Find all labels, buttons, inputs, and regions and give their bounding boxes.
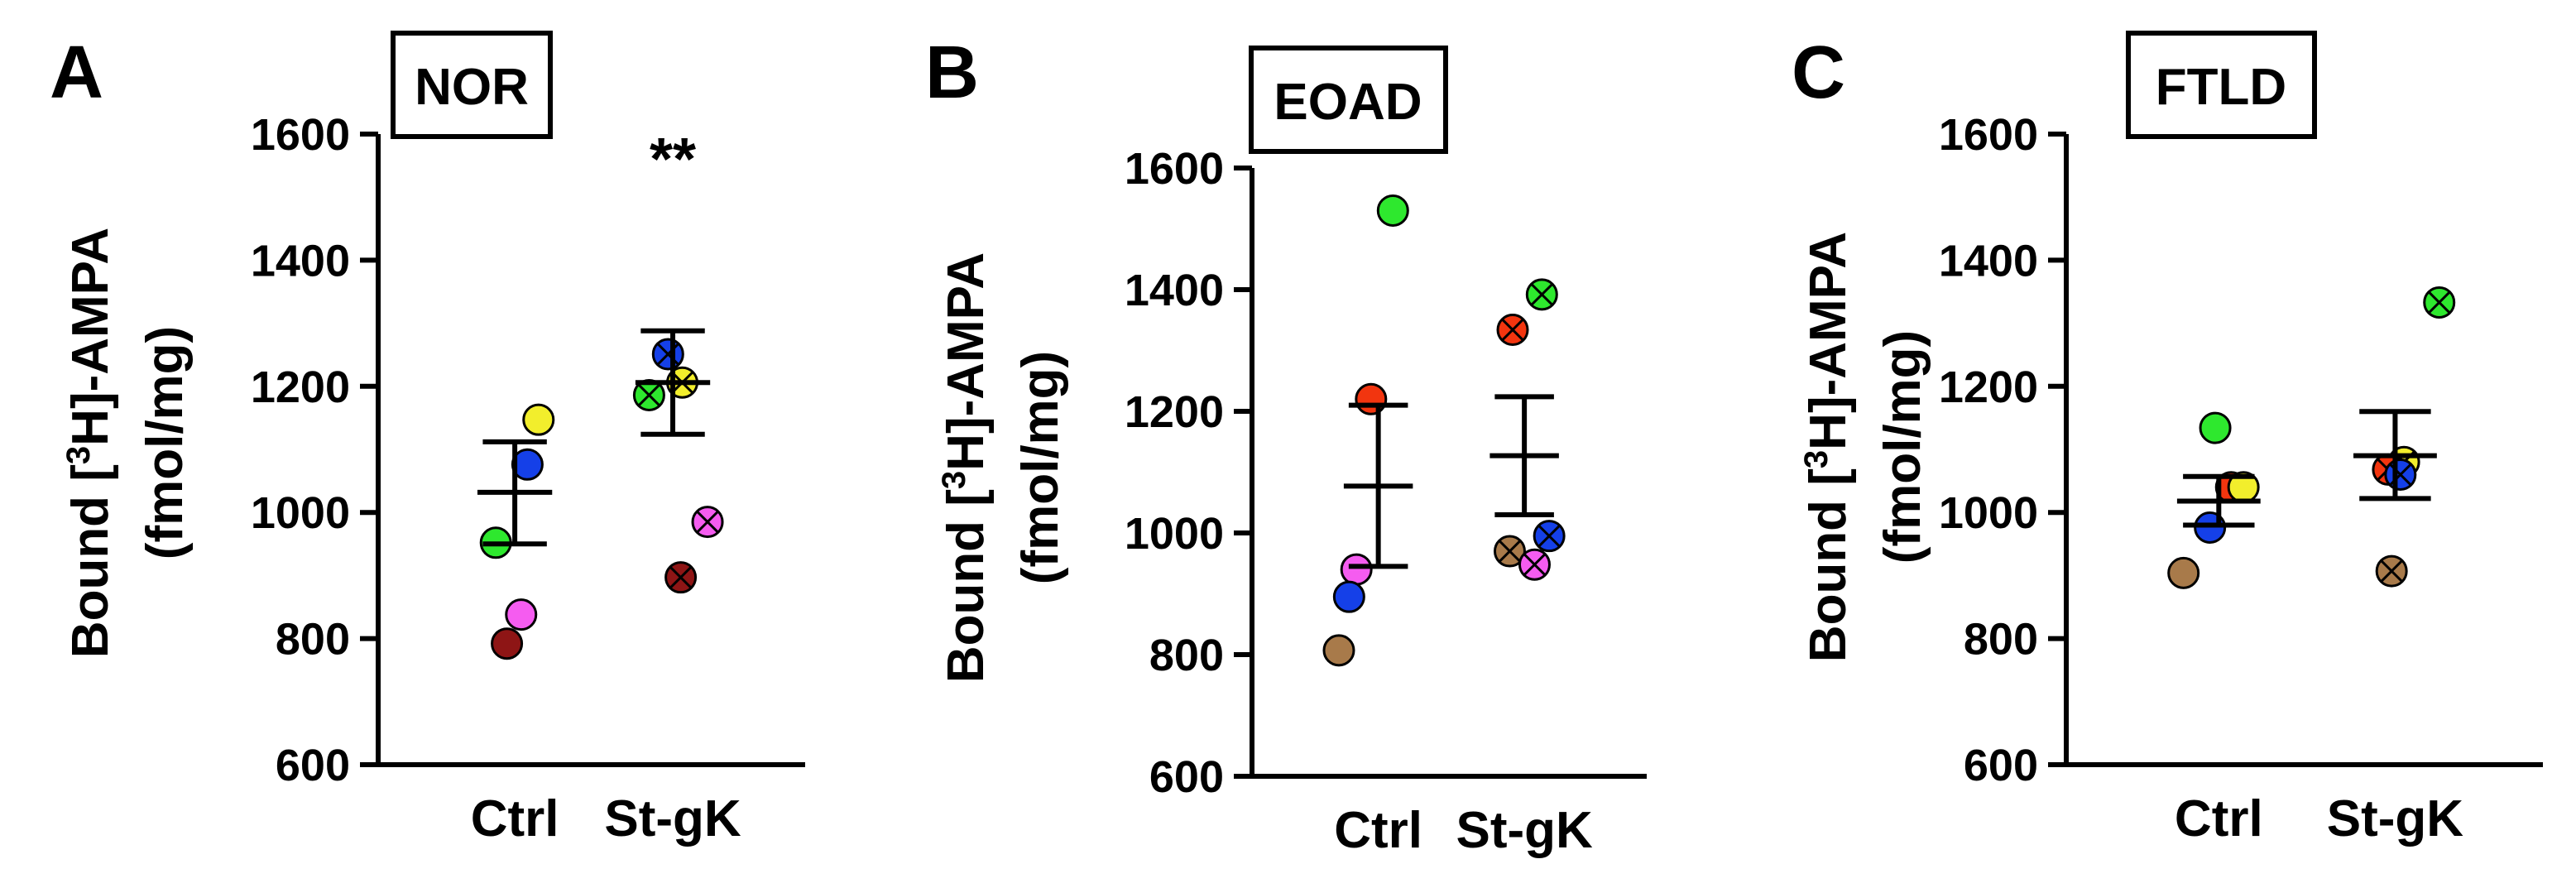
significance-marker: ** <box>650 127 696 193</box>
data-point <box>1376 194 1409 227</box>
data-point <box>1322 634 1355 667</box>
y-tick-label: 1400 <box>1939 236 2038 286</box>
data-point <box>1355 382 1388 415</box>
y-tick-label: 600 <box>1149 752 1224 802</box>
y-axis-label-prefix-b: Bound [ <box>938 489 995 683</box>
data-point-cross <box>637 383 661 407</box>
x-tick-label: Ctrl <box>471 790 559 847</box>
plot-c: 600 800 1000 1200 1400 1600 Ctrl St-gK <box>1939 110 2543 847</box>
data-point <box>1332 580 1365 613</box>
panel-title-box-b <box>1249 46 1448 154</box>
y-tick-label: 1400 <box>1125 266 1224 315</box>
y-axis-label-c: Bound [3H]-AMPA <box>1798 232 1857 662</box>
x-tick-label: St-gK <box>2327 790 2464 847</box>
y-axis-label-suffix-c: H]-AMPA <box>1800 232 1857 450</box>
y-tick-label: 1600 <box>251 110 350 160</box>
y-axis-label-sup-b: 3 <box>936 471 972 489</box>
y-axis-label-suffix-a: H]-AMPA <box>62 228 119 446</box>
data-point <box>2199 411 2232 444</box>
y-axis-label-line2-a: (fmol/mg) <box>137 326 194 559</box>
x-tick-label: Ctrl <box>2175 790 2263 847</box>
y-axis-label-prefix-a: Bound [ <box>62 464 119 658</box>
panel-title-c: FTLD <box>2156 59 2286 116</box>
y-tick-label: 1000 <box>251 488 350 538</box>
data-point-cross <box>2380 559 2403 583</box>
y-tick-label: 800 <box>1964 615 2038 665</box>
y-tick-label: 800 <box>276 615 350 665</box>
data-point <box>522 403 555 436</box>
plot-b: 600 800 1000 1200 1400 1600 Ctrl St-gK <box>1125 144 1647 859</box>
panel-a: A NOR Bound [3H]-AMPA (fmol/mg) 600 800 10… <box>50 31 805 847</box>
y-axis-label-suffix-b: H]-AMPA <box>938 252 995 471</box>
panel-title-a: NOR <box>415 59 529 116</box>
y-tick-label: 1000 <box>1939 488 2038 538</box>
panel-c: C FTLD Bound [3H]-AMPA (fmol/mg) 600 800 1… <box>1792 31 2543 847</box>
panel-label-c: C <box>1792 31 1845 114</box>
y-tick-label: 1000 <box>1125 509 1224 559</box>
panel-b: B EOAD Bound [3H]-AMPA (fmol/mg) 600 800 1… <box>925 31 1647 859</box>
panel-title-box-c <box>2126 31 2317 139</box>
y-axis-label-line2-b: (fmol/mg) <box>1012 351 1069 584</box>
y-tick-label: 1400 <box>251 236 350 286</box>
y-tick-label: 1600 <box>1939 110 2038 160</box>
data-point-cross <box>1501 318 1524 342</box>
data-point <box>2167 556 2200 589</box>
y-axis-label-sup-a: 3 <box>60 446 97 464</box>
x-tick-label: St-gK <box>604 790 741 847</box>
y-axis-label-prefix-c: Bound [ <box>1800 468 1857 662</box>
y-tick-label: 1200 <box>1939 362 2038 412</box>
y-tick-label: 800 <box>1149 631 1224 680</box>
y-axis-label-sup-c: 3 <box>1798 450 1835 468</box>
panel-label-a: A <box>50 31 103 114</box>
x-tick-label: Ctrl <box>1334 802 1422 859</box>
y-axis-label-b: Bound [3H]-AMPA <box>936 252 995 683</box>
panel-title-b: EOAD <box>1274 74 1422 131</box>
y-tick-label: 600 <box>1964 741 2038 790</box>
data-point <box>505 598 538 631</box>
y-axis-label-line2-c: (fmol/mg) <box>1874 330 1931 564</box>
data-point-cross <box>669 566 693 589</box>
data-point-cross <box>696 510 719 534</box>
data-point-cross <box>1530 283 1553 306</box>
data-point-cross <box>1537 525 1561 548</box>
panel-label-b: B <box>925 31 979 114</box>
y-tick-label: 1600 <box>1125 144 1224 194</box>
y-tick-label: 1200 <box>1125 387 1224 437</box>
y-axis-label-a: Bound [3H]-AMPA <box>60 228 119 658</box>
data-point-cross <box>1498 540 1522 563</box>
y-tick-label: 600 <box>276 741 350 790</box>
plot-a: 600 800 1000 1200 1400 1600 Ctrl St-gK ** <box>251 110 805 847</box>
panel-title-box-a <box>391 31 553 139</box>
data-point <box>491 627 524 660</box>
data-point <box>1340 553 1373 586</box>
x-tick-label: St-gK <box>1456 802 1593 859</box>
data-point-cross <box>2428 290 2451 314</box>
data-point-cross <box>1523 553 1547 576</box>
y-tick-label: 1200 <box>251 362 350 412</box>
